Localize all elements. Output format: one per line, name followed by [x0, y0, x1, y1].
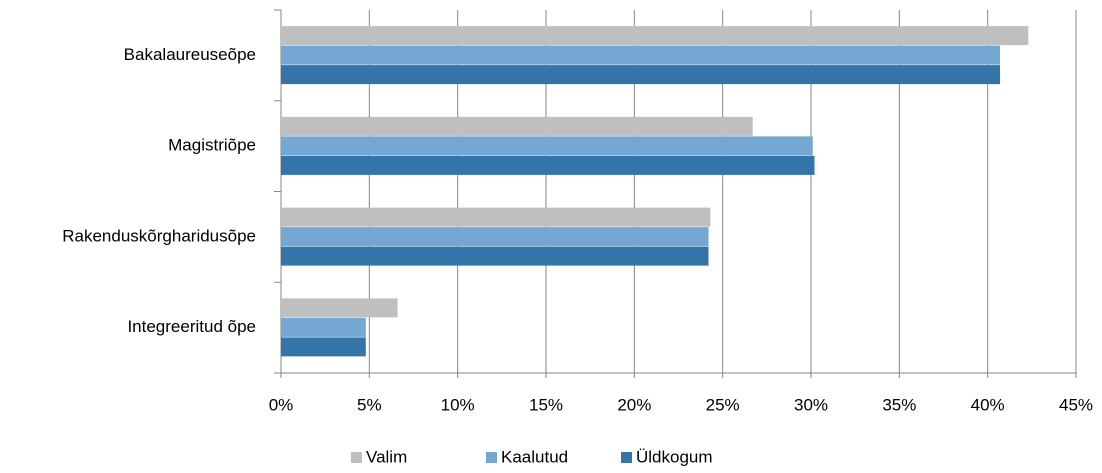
- y-tick-label: Magistriõpe: [168, 136, 256, 155]
- legend-label: Üldkogum: [636, 447, 713, 466]
- legend-label: Valim: [366, 447, 407, 466]
- x-tick-label: 35%: [882, 395, 916, 414]
- x-tick-label: 25%: [706, 395, 740, 414]
- bar: [281, 207, 711, 227]
- bar: [281, 337, 366, 357]
- x-tick-label: 30%: [794, 395, 828, 414]
- x-tick-label: 15%: [529, 395, 563, 414]
- bar: [281, 45, 1001, 65]
- y-tick-label: Bakalaureuseõpe: [124, 45, 256, 64]
- x-tick-label: 45%: [1059, 395, 1093, 414]
- x-tick-label: 10%: [441, 395, 475, 414]
- bar: [281, 26, 1029, 46]
- bar: [281, 317, 366, 337]
- legend-swatch: [486, 452, 497, 463]
- bar: [281, 227, 709, 247]
- x-tick-label: 0%: [269, 395, 294, 414]
- bar: [281, 136, 813, 156]
- y-tick-label: Rakenduskõrgharidusõpe: [62, 226, 256, 245]
- bar: [281, 116, 753, 136]
- bar: [281, 298, 398, 318]
- x-tick-label: 40%: [971, 395, 1005, 414]
- y-tick-label: Integreeritud õpe: [127, 317, 256, 336]
- bar: [281, 246, 709, 266]
- x-tick-label: 20%: [617, 395, 651, 414]
- x-tick-label: 5%: [357, 395, 382, 414]
- legend-swatch: [351, 452, 362, 463]
- bar: [281, 65, 1001, 85]
- legend-swatch: [621, 452, 632, 463]
- legend-label: Kaalutud: [501, 447, 568, 466]
- bar: [281, 155, 815, 175]
